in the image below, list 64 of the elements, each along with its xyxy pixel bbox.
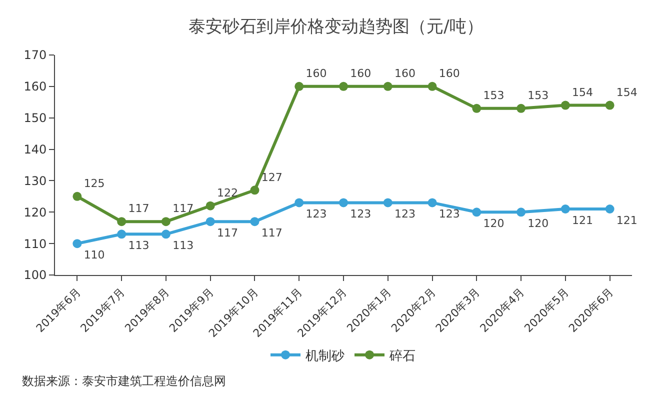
point (560, 204, 570, 214)
y-tick-label: 170 (24, 48, 47, 62)
data-label: 110 (84, 248, 105, 262)
data-label: 121 (616, 214, 638, 227)
data-label: 120 (528, 217, 549, 230)
point (383, 82, 392, 91)
legend-label: 机制砂 (306, 348, 344, 364)
data-label: 121 (572, 214, 594, 227)
data-label: 117 (261, 226, 282, 240)
point (72, 239, 82, 248)
point (161, 217, 170, 226)
data-label: 153 (528, 89, 549, 102)
point (428, 82, 437, 91)
data-label: 113 (128, 239, 150, 252)
data-label: 154 (572, 86, 594, 99)
chart-title: 泰安砂石到岸价格变动趋势图（元/吨） (188, 16, 484, 37)
point (250, 217, 260, 226)
point (516, 208, 526, 217)
data-label: 160 (394, 67, 416, 80)
data-label: 123 (350, 208, 372, 221)
legend-label: 碎石 (388, 348, 416, 364)
data-label: 160 (350, 67, 372, 80)
point (605, 100, 614, 110)
point (72, 192, 82, 201)
point (560, 100, 570, 110)
point (339, 198, 348, 208)
point (605, 204, 614, 214)
data-label: 117 (128, 202, 150, 216)
point (383, 198, 392, 208)
y-tick-label: 150 (24, 111, 47, 126)
data-label: 153 (483, 89, 504, 102)
y-tick-label: 120 (24, 205, 47, 220)
point (339, 82, 348, 91)
data-label: 160 (438, 67, 460, 80)
y-tick-label: 100 (24, 268, 47, 282)
data-label: 122 (216, 186, 238, 200)
data-label: 117 (216, 226, 238, 240)
y-tick-label: 140 (24, 142, 47, 156)
point (117, 217, 126, 226)
point (250, 186, 260, 195)
data-label: 125 (84, 177, 105, 190)
point (206, 217, 215, 226)
point (428, 198, 437, 208)
y-tick-label: 130 (24, 174, 47, 188)
point (472, 104, 482, 113)
data-label: 113 (172, 239, 194, 252)
y-tick-label: 110 (24, 236, 47, 251)
y-tick-label: 160 (24, 80, 47, 94)
point (294, 198, 304, 208)
point (206, 201, 215, 210)
point (472, 208, 482, 217)
data-label: 123 (394, 208, 416, 221)
data-label: 127 (261, 170, 282, 184)
data-label: 120 (483, 217, 504, 230)
data-label: 154 (616, 86, 638, 99)
point (294, 82, 304, 91)
point (516, 104, 526, 113)
data-label: 123 (306, 208, 327, 221)
data-label: 123 (438, 208, 460, 221)
point (117, 230, 126, 239)
data-label: 117 (172, 202, 194, 216)
point (161, 230, 170, 239)
data-label: 160 (306, 67, 327, 80)
source-note: 数据来源：泰安市建筑工程造价信息网 (22, 374, 226, 388)
